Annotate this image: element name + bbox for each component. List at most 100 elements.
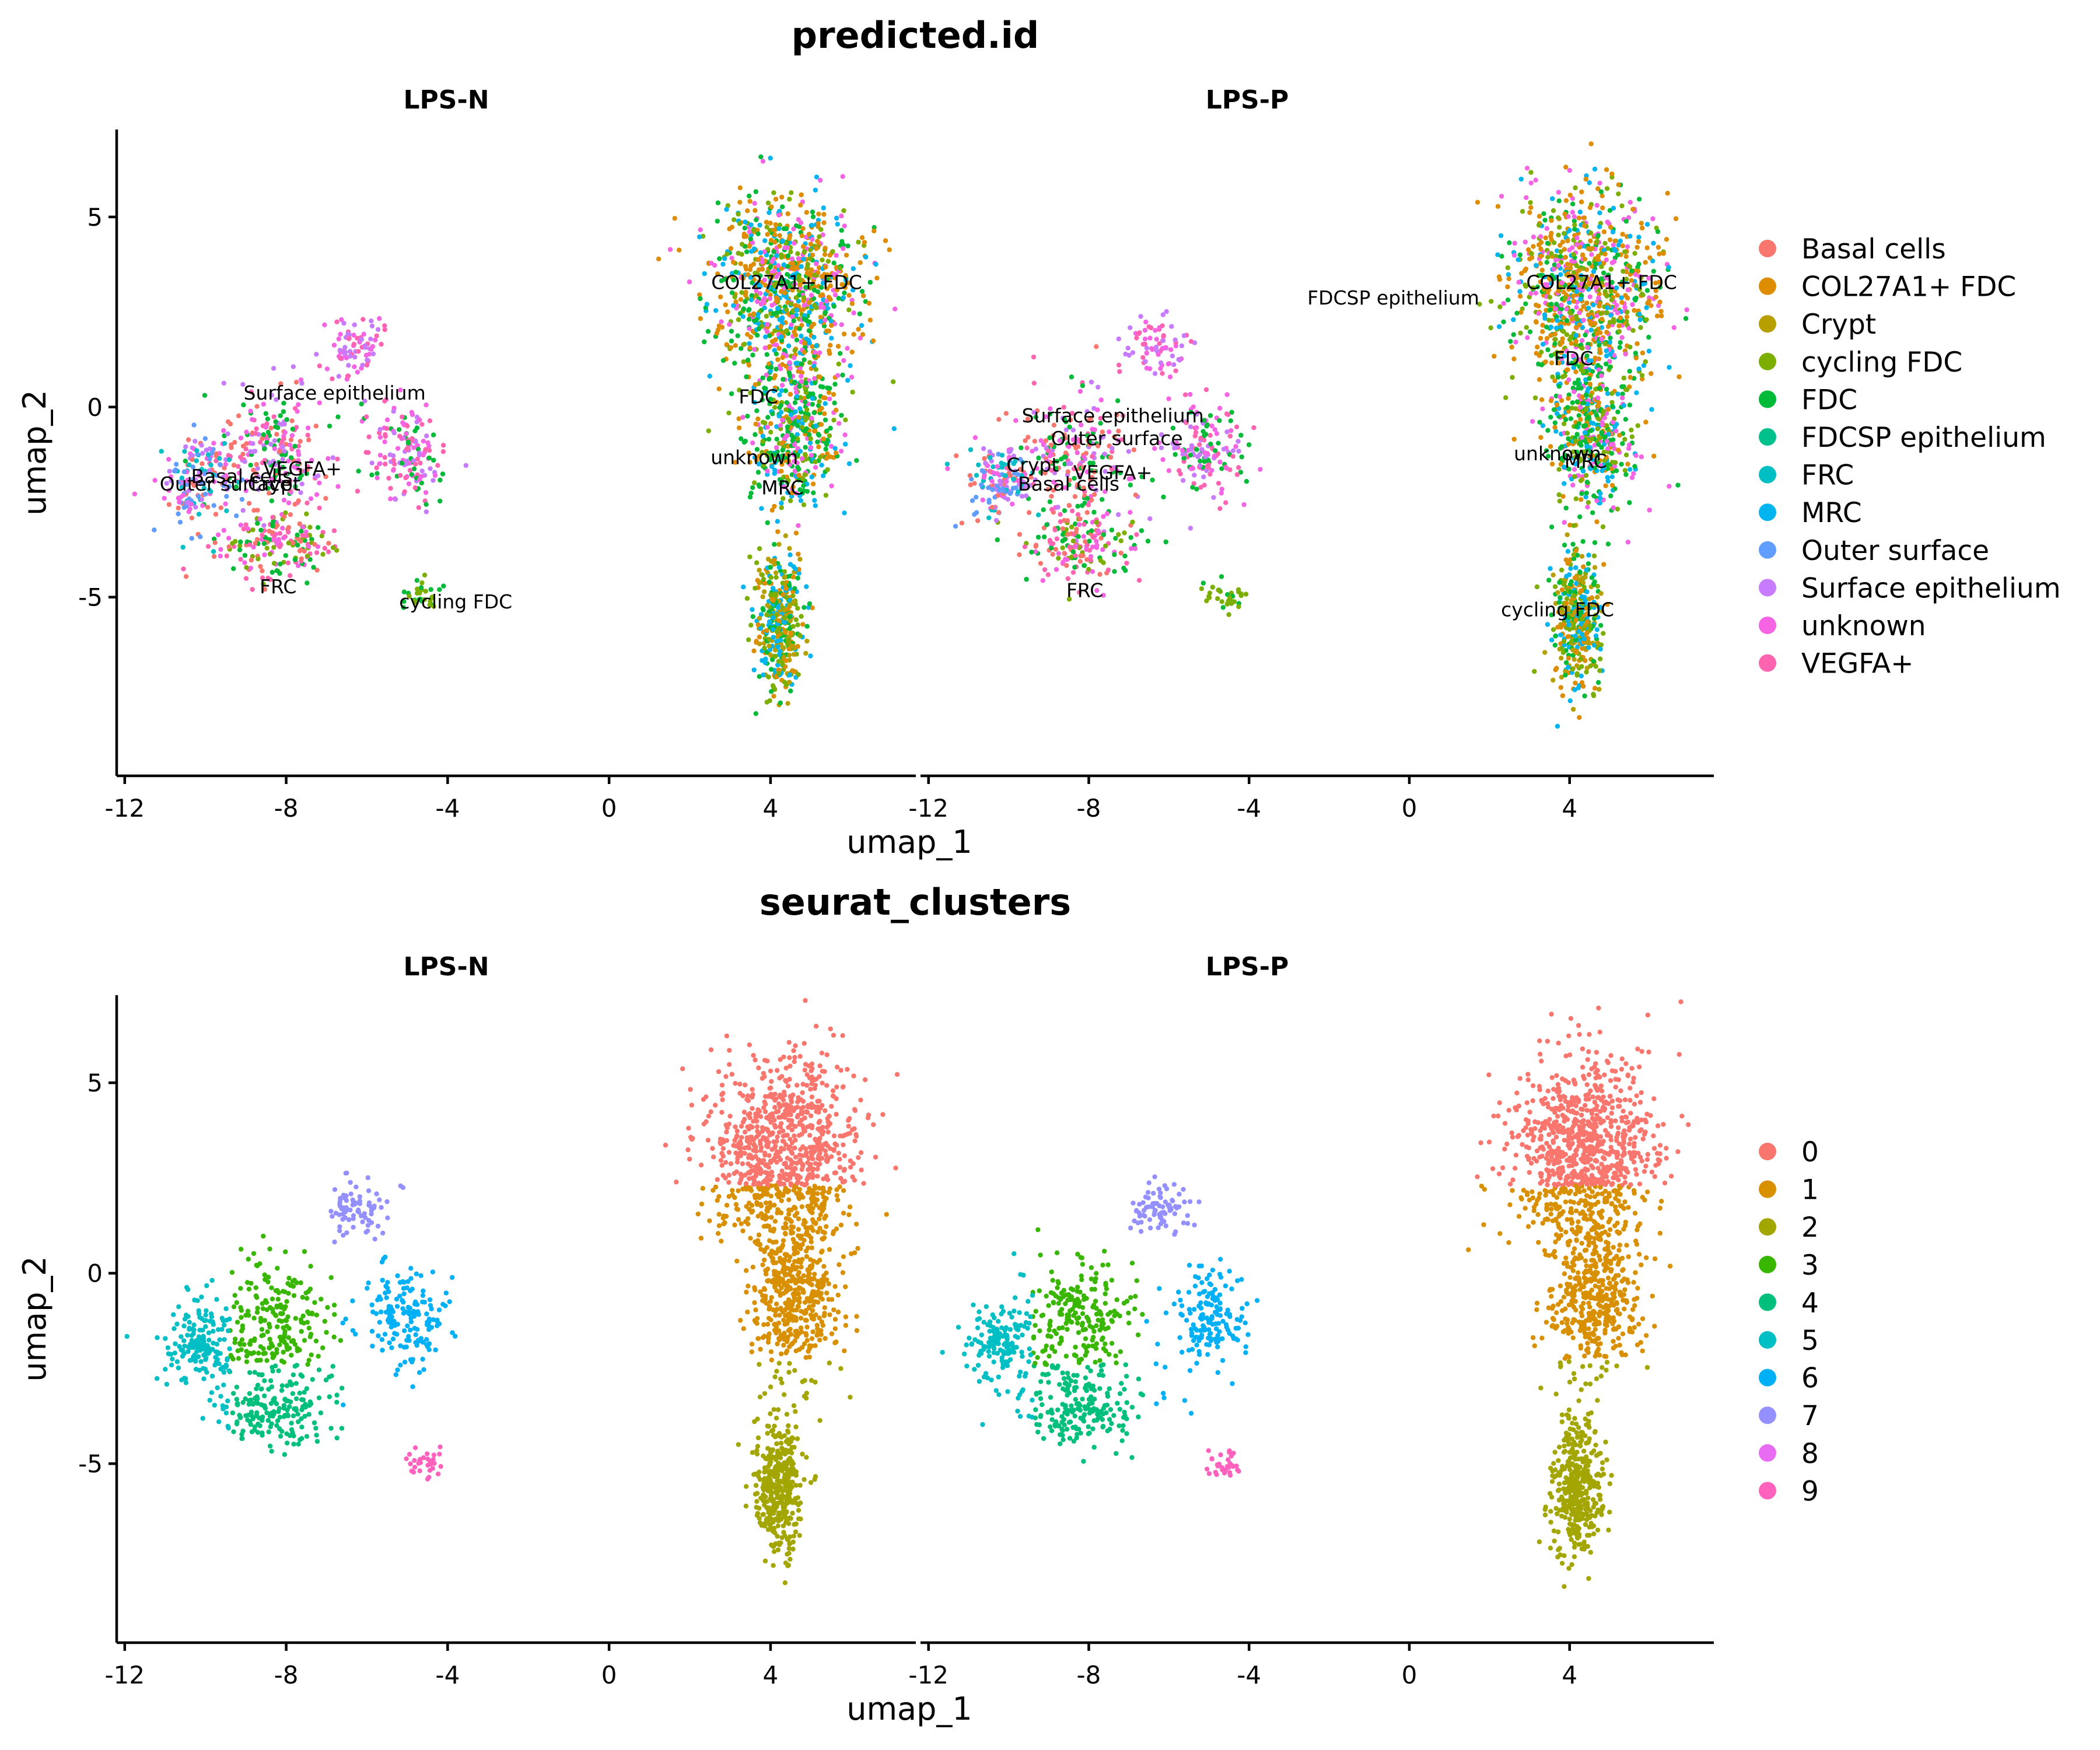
data-point (792, 459, 797, 464)
data-point (1599, 430, 1604, 435)
data-point (1618, 315, 1623, 321)
data-point (809, 474, 814, 480)
data-point (768, 280, 773, 286)
data-point (189, 536, 194, 541)
data-point (1553, 257, 1559, 263)
data-point (723, 302, 728, 307)
data-point (1059, 456, 1064, 462)
data-point (1559, 302, 1564, 308)
data-point (738, 436, 744, 442)
data-point (1545, 347, 1550, 352)
data-point (774, 445, 779, 450)
data-point (377, 461, 382, 467)
data-point (1511, 332, 1516, 337)
data-point (159, 449, 164, 454)
data-point (789, 432, 794, 438)
data-point (795, 423, 800, 429)
data-point (780, 418, 785, 423)
data-point (198, 534, 203, 540)
data-point (1558, 249, 1563, 254)
data-point (834, 272, 839, 277)
data-point (788, 672, 793, 678)
data-point (823, 446, 828, 452)
data-point (1574, 399, 1580, 404)
data-point (771, 375, 777, 381)
data-point (1623, 452, 1629, 458)
data-point (812, 498, 817, 503)
data-point (755, 416, 761, 422)
data-point (226, 457, 232, 463)
data-point (1649, 407, 1654, 412)
data-point (196, 512, 202, 517)
data-point (872, 228, 877, 234)
data-point (1531, 244, 1536, 249)
data-point (1538, 234, 1544, 239)
data-point (186, 437, 191, 442)
data-point (769, 204, 774, 209)
data-point (1611, 319, 1616, 325)
data-point (789, 490, 795, 496)
data-point (764, 628, 769, 634)
data-point (1573, 338, 1578, 344)
data-point (774, 570, 779, 576)
data-point (788, 631, 793, 636)
data-point (214, 451, 219, 457)
data-point (1585, 505, 1590, 510)
data-point (1518, 330, 1523, 336)
data-point (760, 594, 765, 600)
data-point (815, 439, 820, 444)
data-point (254, 426, 259, 432)
data-point (1636, 239, 1642, 244)
data-point (793, 360, 799, 366)
data-point (1559, 324, 1564, 330)
data-point (777, 233, 782, 238)
data-point (1609, 391, 1615, 396)
data-point (1536, 303, 1541, 309)
data-point (292, 502, 298, 507)
data-point (1055, 505, 1060, 510)
data-point (831, 288, 836, 293)
data-point (819, 463, 824, 468)
data-point (1552, 331, 1558, 337)
data-point (776, 565, 782, 570)
data-point (768, 397, 774, 402)
data-point (356, 468, 361, 474)
data-point (1549, 251, 1554, 256)
data-point (799, 264, 804, 270)
data-point (1648, 371, 1654, 376)
data-point (405, 439, 411, 444)
data-point (377, 426, 383, 432)
data-point (369, 460, 374, 466)
data-point (775, 306, 780, 311)
data-point (780, 592, 786, 597)
data-point (1098, 558, 1104, 564)
data-point (1073, 544, 1079, 550)
data-point (793, 491, 799, 496)
data-point (1619, 384, 1625, 390)
data-point (767, 401, 772, 407)
data-point (1574, 235, 1580, 241)
data-point (736, 416, 741, 421)
data-point (405, 424, 410, 429)
data-point (793, 390, 799, 395)
data-point (808, 272, 813, 278)
data-point (207, 456, 212, 461)
data-point (243, 488, 249, 494)
data-point (1591, 581, 1597, 587)
data-point (1593, 664, 1598, 669)
data-point (240, 452, 246, 457)
data-point (1640, 350, 1646, 356)
data-point (1094, 542, 1100, 548)
data-point (1060, 559, 1066, 565)
data-point (1574, 671, 1580, 677)
data-point (1635, 423, 1640, 428)
data-point (835, 222, 841, 227)
data-point (816, 211, 821, 217)
data-point (1049, 545, 1054, 551)
data-point (987, 455, 993, 460)
data-point (1550, 208, 1556, 214)
data-point (779, 315, 785, 320)
data-point (1072, 565, 1077, 570)
data-point (872, 225, 877, 230)
data-point (818, 422, 824, 427)
